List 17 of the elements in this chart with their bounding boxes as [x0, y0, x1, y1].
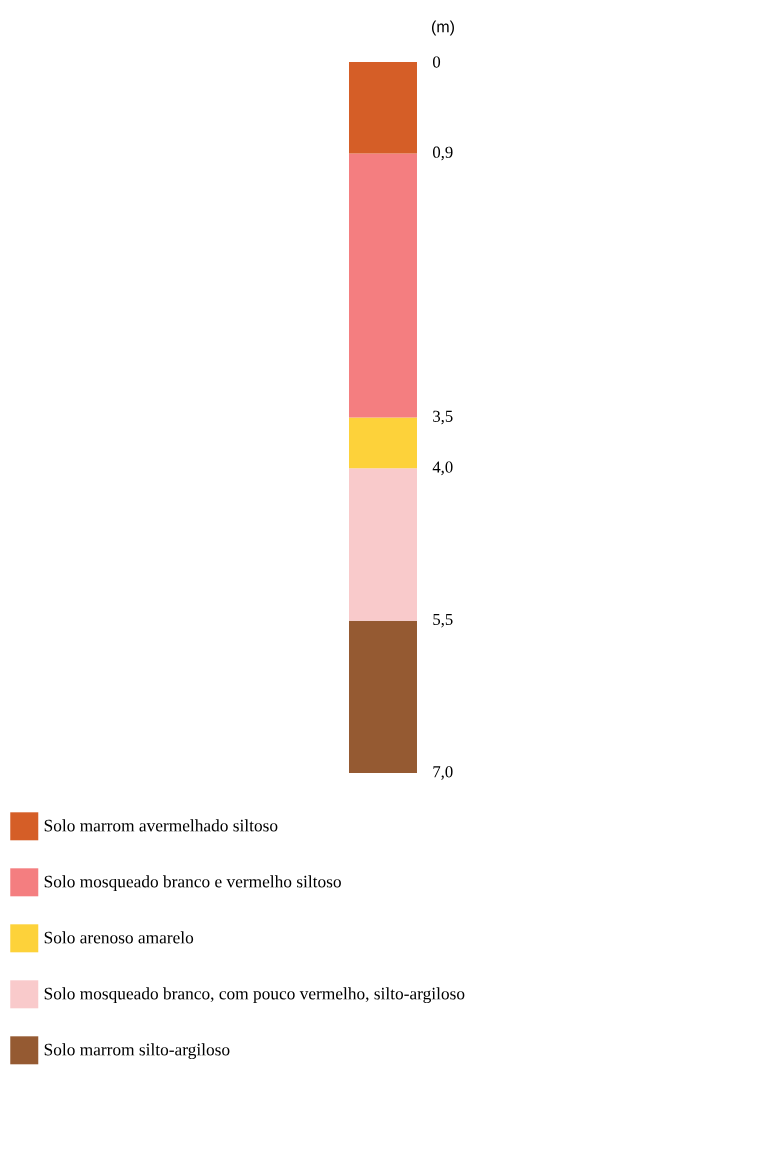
y-axis-title: (m) [431, 20, 454, 36]
y-tick-label: 4,0 [432, 461, 453, 476]
y-tick-label: 5,5 [433, 613, 453, 628]
legend-label: Solo mosqueado branco, com pouco vermelho, silto-argiloso [44, 987, 465, 1004]
bar [349, 468, 417, 621]
legend-label: Solo marrom avermelhado siltoso [44, 819, 278, 832]
bar [349, 62, 417, 154]
bar [349, 153, 417, 418]
y-tick-label: 0,9 [433, 146, 453, 161]
y-tick-label: 7,0 [433, 766, 453, 780]
y-tick-label: 0 [433, 56, 441, 68]
legend-label: Solo mosqueado branco e vermelho siltoso [44, 875, 341, 891]
bar [349, 417, 417, 469]
bar [349, 620, 417, 774]
legend-label: Solo arenoso amarelo [44, 931, 194, 944]
y-tick-label: 3,5 [433, 410, 453, 425]
legend-label: Solo marrom silto-argiloso [44, 1043, 230, 1060]
